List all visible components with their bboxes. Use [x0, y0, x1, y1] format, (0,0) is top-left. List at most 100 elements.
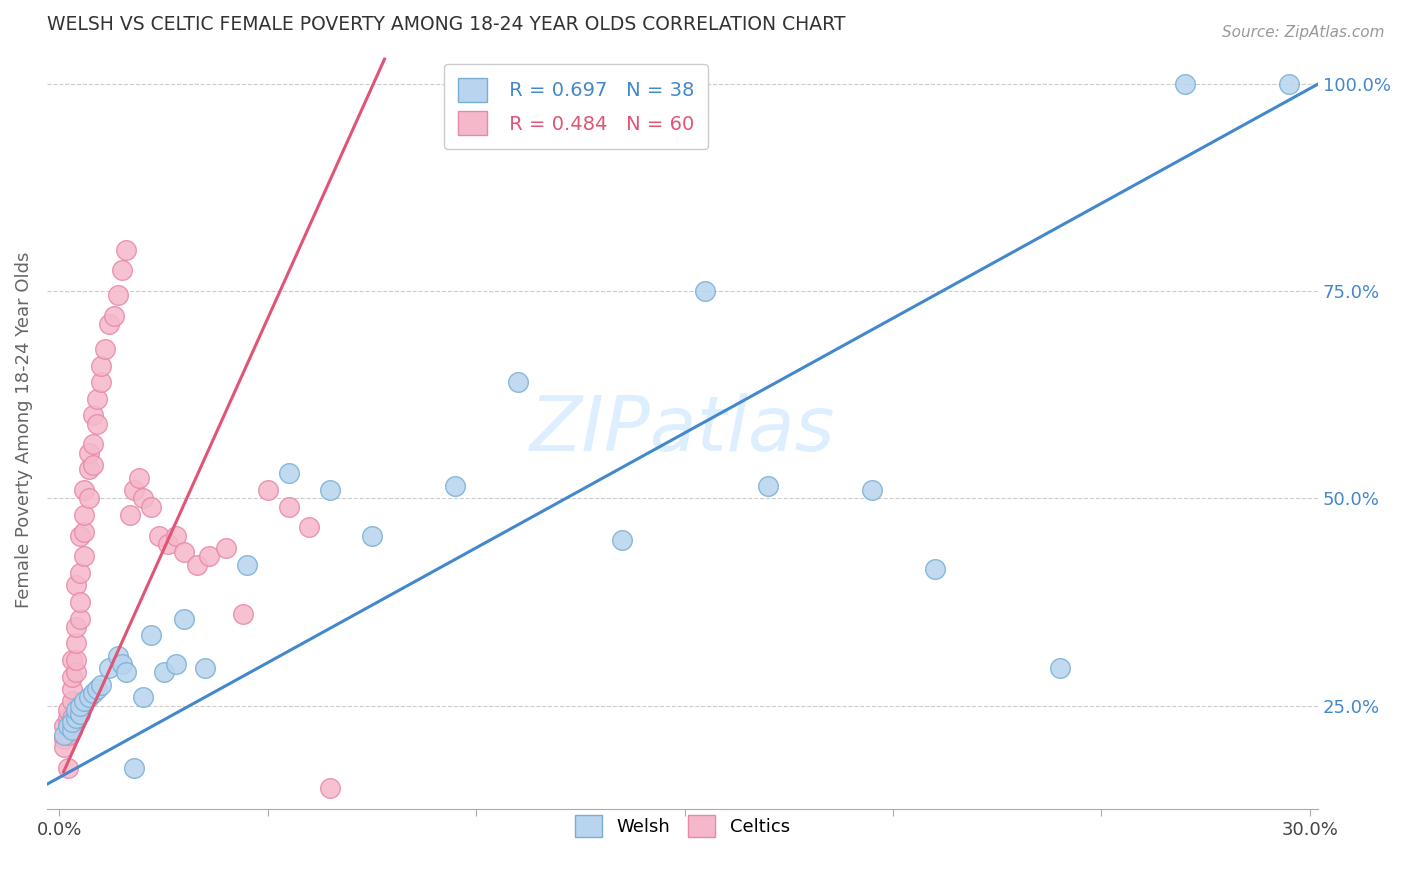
- Text: ZIPatlas: ZIPatlas: [530, 393, 835, 467]
- Point: [277, 467, 299, 481]
- Text: Source: ZipAtlas.com: Source: ZipAtlas.com: [1222, 25, 1385, 40]
- Point: [73, 549, 96, 564]
- Point: [111, 657, 134, 672]
- Point: [139, 500, 162, 514]
- Point: [77, 446, 100, 460]
- Point: [128, 470, 150, 484]
- Point: [86, 392, 108, 406]
- Point: [60, 723, 83, 738]
- Point: [924, 562, 946, 576]
- Point: [52, 739, 75, 754]
- Point: [65, 711, 87, 725]
- Point: [319, 781, 342, 796]
- Point: [77, 462, 100, 476]
- Point: [73, 508, 96, 522]
- Point: [65, 578, 87, 592]
- Point: [82, 458, 104, 473]
- Point: [107, 648, 129, 663]
- Point: [65, 653, 87, 667]
- Point: [82, 686, 104, 700]
- Point: [186, 558, 208, 572]
- Point: [94, 342, 117, 356]
- Point: [69, 566, 91, 580]
- Point: [73, 483, 96, 497]
- Point: [165, 529, 187, 543]
- Point: [319, 483, 342, 497]
- Point: [56, 719, 79, 733]
- Point: [1174, 77, 1197, 91]
- Point: [60, 723, 83, 738]
- Point: [56, 703, 79, 717]
- Point: [56, 727, 79, 741]
- Point: [156, 537, 179, 551]
- Point: [90, 359, 112, 373]
- Point: [56, 719, 79, 733]
- Point: [107, 288, 129, 302]
- Point: [173, 545, 195, 559]
- Point: [120, 508, 142, 522]
- Point: [756, 479, 779, 493]
- Point: [52, 719, 75, 733]
- Point: [73, 524, 96, 539]
- Point: [69, 595, 91, 609]
- Point: [65, 703, 87, 717]
- Point: [256, 483, 278, 497]
- Point: [132, 491, 155, 506]
- Point: [610, 533, 633, 547]
- Point: [132, 690, 155, 705]
- Point: [98, 318, 121, 332]
- Point: [152, 665, 174, 680]
- Point: [298, 520, 321, 534]
- Point: [124, 761, 146, 775]
- Point: [52, 727, 75, 741]
- Point: [56, 711, 79, 725]
- Point: [69, 529, 91, 543]
- Point: [90, 678, 112, 692]
- Point: [215, 541, 238, 555]
- Point: [69, 611, 91, 625]
- Text: WELSH VS CELTIC FEMALE POVERTY AMONG 18-24 YEAR OLDS CORRELATION CHART: WELSH VS CELTIC FEMALE POVERTY AMONG 18-…: [46, 15, 845, 34]
- Point: [194, 661, 217, 675]
- Point: [124, 483, 146, 497]
- Point: [236, 558, 259, 572]
- Point: [77, 690, 100, 705]
- Point: [90, 376, 112, 390]
- Legend: Welsh, Celtics: Welsh, Celtics: [567, 805, 799, 846]
- Point: [60, 653, 83, 667]
- Point: [60, 694, 83, 708]
- Point: [1278, 77, 1301, 91]
- Point: [77, 491, 100, 506]
- Point: [198, 549, 221, 564]
- Point: [69, 698, 91, 713]
- Point: [60, 681, 83, 696]
- Point: [115, 665, 138, 680]
- Point: [165, 657, 187, 672]
- Point: [86, 417, 108, 431]
- Point: [82, 437, 104, 451]
- Point: [86, 681, 108, 696]
- Point: [60, 715, 83, 730]
- Point: [69, 706, 91, 721]
- Point: [52, 731, 75, 746]
- Point: [73, 694, 96, 708]
- Point: [860, 483, 883, 497]
- Point: [115, 243, 138, 257]
- Point: [65, 665, 87, 680]
- Point: [506, 376, 529, 390]
- Point: [82, 409, 104, 423]
- Point: [98, 661, 121, 675]
- Point: [60, 711, 83, 725]
- Point: [56, 761, 79, 775]
- Point: [277, 500, 299, 514]
- Point: [103, 309, 125, 323]
- Point: [361, 529, 384, 543]
- Y-axis label: Female Poverty Among 18-24 Year Olds: Female Poverty Among 18-24 Year Olds: [15, 252, 32, 608]
- Point: [65, 620, 87, 634]
- Point: [65, 636, 87, 650]
- Point: [1049, 661, 1071, 675]
- Point: [139, 628, 162, 642]
- Point: [111, 263, 134, 277]
- Point: [232, 607, 254, 622]
- Point: [173, 611, 195, 625]
- Point: [695, 284, 717, 298]
